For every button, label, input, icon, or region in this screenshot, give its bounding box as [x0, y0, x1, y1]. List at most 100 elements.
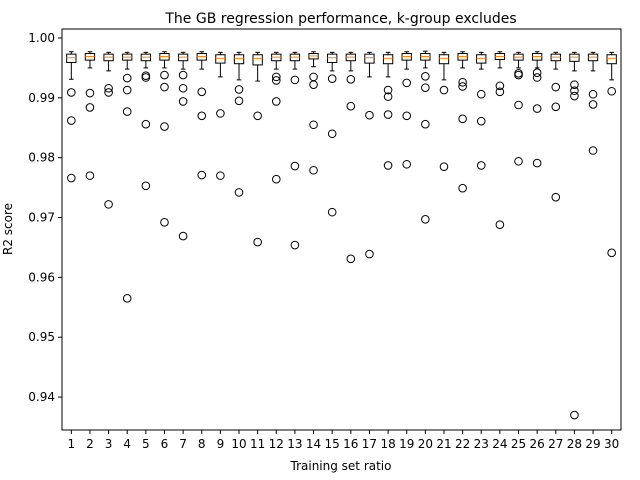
box-group-16	[345, 51, 356, 264]
outlier-point	[383, 85, 393, 95]
outlier-point	[365, 249, 374, 259]
outlier-point	[458, 82, 467, 91]
outlier-point	[383, 92, 393, 101]
outlier-point	[327, 74, 337, 83]
outlier-point	[67, 116, 76, 125]
x-tick-label: 20	[418, 437, 433, 451]
x-tick-label: 4	[123, 437, 131, 451]
x-tick-label: 1	[67, 437, 75, 451]
outlier-point	[85, 171, 95, 180]
outlier-point	[67, 88, 76, 97]
box-group-3	[103, 51, 114, 209]
x-tick-label: 14	[306, 437, 321, 451]
outlier-point	[570, 410, 579, 420]
outlier-point	[588, 100, 598, 109]
outlier-point	[439, 85, 449, 95]
outlier-point	[421, 215, 430, 224]
x-tick-label: 15	[325, 437, 340, 451]
y-tick-label: 0.97	[28, 211, 55, 225]
outlier-point	[197, 111, 207, 121]
box-group-23	[476, 51, 487, 170]
x-tick-label: 2	[86, 437, 94, 451]
outlier-point	[309, 72, 318, 82]
y-axis-label: R2 score	[1, 203, 15, 255]
outlier-point	[234, 96, 244, 106]
outlier-point	[588, 89, 598, 99]
outlier-point	[402, 159, 412, 169]
box-group-18	[382, 51, 394, 170]
outlier-point	[588, 146, 598, 155]
outlier-point	[290, 161, 300, 171]
x-tick-label: 7	[179, 437, 187, 451]
plot-area	[66, 50, 617, 420]
outlier-point	[271, 174, 281, 184]
x-axis: 1 2 3 4 5 6 7 8 9 10 11 12 13 14 15 16 17 18 19 20 21 22 23 24 2…	[67, 430, 619, 451]
y-tick-label: 0.94	[28, 390, 55, 404]
x-tick-label: 10	[231, 437, 246, 451]
x-tick-label: 23	[474, 437, 489, 451]
outlier-point	[402, 111, 412, 121]
box-group-21	[438, 51, 450, 171]
box-group-20	[420, 50, 431, 224]
x-tick-label: 16	[343, 437, 358, 451]
outlier-point	[514, 68, 523, 78]
y-tick-label: 0.99	[28, 91, 55, 105]
outlier-point	[383, 161, 393, 170]
outlier-point	[178, 83, 188, 93]
y-tick-label: 0.96	[28, 270, 55, 284]
outlier-point	[439, 162, 449, 171]
box-group-2	[84, 51, 96, 180]
x-tick-label: 27	[548, 437, 563, 451]
box-group-29	[587, 51, 599, 155]
x-tick-label: 6	[161, 437, 169, 451]
x-tick-label: 3	[105, 437, 113, 451]
box	[215, 54, 226, 64]
box	[364, 53, 375, 64]
outlier-point	[122, 107, 132, 116]
x-tick-label: 28	[567, 437, 582, 451]
outlier-point	[122, 85, 132, 95]
box-group-17	[364, 51, 375, 259]
outlier-point	[346, 74, 356, 84]
outlier-point	[253, 111, 262, 121]
outlier-point	[141, 119, 151, 129]
box	[438, 54, 450, 65]
outlier-point	[104, 83, 113, 93]
outlier-point	[532, 68, 542, 77]
box	[476, 54, 487, 64]
outlier-point	[271, 76, 281, 85]
outlier-point	[495, 220, 505, 230]
outlier-point	[216, 171, 225, 180]
outlier-point	[421, 83, 430, 92]
outlier-point	[607, 86, 616, 96]
outlier-point	[122, 73, 132, 83]
x-tick-label: 24	[492, 437, 507, 451]
outlier-point	[309, 80, 318, 89]
box-group-1	[66, 51, 77, 183]
box-group-6	[159, 51, 170, 227]
outlier-point	[476, 89, 486, 99]
outlier-point	[476, 116, 486, 126]
outlier-point	[514, 70, 523, 80]
x-tick-label: 19	[399, 437, 414, 451]
y-tick-label: 1.00	[28, 31, 55, 45]
outlier-point	[421, 119, 430, 129]
x-tick-label: 30	[604, 437, 619, 451]
box-group-4	[122, 51, 133, 303]
outlier-point	[458, 114, 467, 124]
outlier-point	[421, 71, 430, 81]
outlier-point	[253, 237, 262, 247]
outlier-point	[160, 218, 169, 227]
y-tick-label: 0.95	[28, 330, 55, 344]
x-tick-label: 12	[269, 437, 284, 451]
outlier-point	[178, 70, 188, 80]
box	[66, 53, 77, 64]
box	[252, 54, 263, 66]
box-group-27	[550, 51, 561, 202]
x-tick-label: 13	[287, 437, 302, 451]
axes-frame	[61, 28, 622, 431]
outlier-point	[570, 86, 579, 95]
outlier-point	[570, 80, 579, 89]
x-tick-label: 22	[455, 437, 470, 451]
